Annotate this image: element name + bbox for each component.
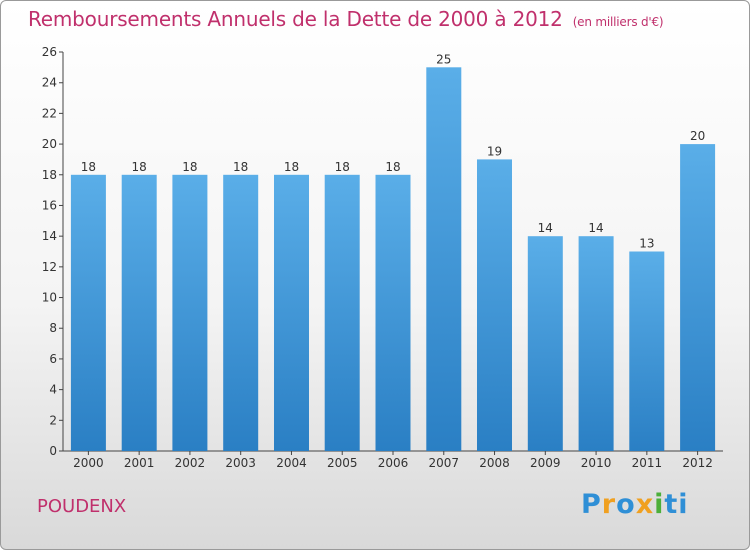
bar: [578, 236, 614, 451]
logo-letter: x: [635, 489, 655, 520]
bar: [121, 174, 157, 452]
y-tick-label: 2: [49, 413, 57, 427]
bar: [172, 174, 208, 452]
y-tick-label: 4: [49, 383, 57, 397]
x-tick-label: 2007: [428, 456, 459, 470]
x-tick-label: 2012: [682, 456, 713, 470]
bar-value-label: 18: [233, 160, 248, 174]
proxiti-logo: Proxiti: [581, 489, 689, 520]
y-tick-label: 20: [42, 137, 57, 151]
logo-letter: i: [654, 489, 665, 520]
y-tick-label: 10: [42, 291, 57, 305]
logo-letter: i: [678, 489, 689, 520]
x-tick-label: 2003: [225, 456, 256, 470]
x-tick-label: 2011: [632, 456, 663, 470]
bar: [375, 174, 411, 452]
bar-value-label: 18: [132, 160, 147, 174]
bar-value-label: 14: [538, 221, 553, 235]
bar: [629, 251, 665, 451]
bar-value-label: 25: [436, 52, 451, 66]
x-tick-label: 2002: [175, 456, 206, 470]
logo-letter: r: [601, 489, 617, 520]
title-text: Remboursements Annuels de la Dette de 20…: [28, 7, 563, 31]
commune-name: POUDENX: [37, 496, 127, 517]
y-tick-label: 12: [42, 260, 57, 274]
y-tick-label: 18: [42, 168, 57, 182]
bar-value-label: 13: [639, 237, 654, 251]
y-tick-label: 6: [49, 352, 57, 366]
y-tick-label: 22: [42, 106, 57, 120]
bars: [70, 67, 716, 452]
y-tick-label: 16: [42, 198, 57, 212]
y-tick-label: 24: [42, 76, 57, 90]
x-tick-label: 2000: [73, 456, 104, 470]
x-tick-label: 2009: [530, 456, 561, 470]
x-tick-label: 2004: [276, 456, 307, 470]
bar: [527, 236, 563, 451]
logo-letter: P: [581, 489, 602, 520]
bar-value-label: 18: [335, 160, 350, 174]
x-tick-label: 2006: [378, 456, 409, 470]
bar: [70, 174, 106, 452]
bar-value-label: 14: [588, 221, 603, 235]
x-tick-label: 2008: [479, 456, 510, 470]
bar-value-label: 20: [690, 129, 705, 143]
bar: [477, 159, 512, 451]
x-tick-label: 2010: [581, 456, 612, 470]
bar: [324, 174, 360, 452]
bar: [223, 174, 259, 452]
bar-value-label: 18: [182, 160, 197, 174]
logo-letter: t: [664, 489, 679, 520]
bar-value-label: 19: [487, 144, 502, 158]
bar: [680, 144, 716, 451]
chart-title: Remboursements Annuels de la Dette de 20…: [28, 7, 664, 31]
y-tick-label: 8: [49, 321, 57, 335]
y-tick-label: 26: [42, 45, 57, 59]
bar-value-label: 18: [284, 160, 299, 174]
y-tick-label: 14: [42, 229, 57, 243]
chart-subtitle: (en milliers d'€): [572, 15, 664, 29]
x-tick-label: 2001: [124, 456, 155, 470]
y-tick-label: 0: [49, 444, 57, 458]
bar: [426, 67, 462, 452]
bar-value-label: 18: [385, 160, 400, 174]
bar: [274, 174, 309, 452]
x-tick-label: 2005: [327, 456, 358, 470]
bar-value-label: 18: [81, 160, 96, 174]
logo-letter: o: [616, 489, 636, 520]
data-labels: 18 18 18 18 18 18 18 25 19 14 14 13 20: [81, 52, 706, 250]
